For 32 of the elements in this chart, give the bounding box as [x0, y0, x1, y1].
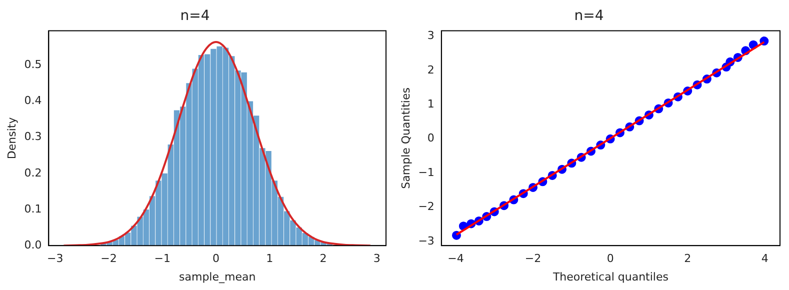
x-axis-title: Theoretical quantiles	[552, 270, 669, 284]
y-axis-title: Density	[5, 116, 18, 160]
x-tick-label: −2	[524, 252, 542, 266]
y-tick-label: 3	[427, 29, 434, 42]
x-tick-label: −4	[448, 252, 464, 266]
y-tick-label: 0.5	[24, 58, 42, 71]
y-axis-title: Sample Quantities	[399, 87, 412, 189]
y-tick-label: 0.4	[24, 94, 42, 108]
x-tick-label: 0	[606, 252, 614, 266]
line-series	[62, 40, 372, 246]
x-tick-label: −3	[47, 252, 64, 266]
y-tick-label: −2	[418, 200, 434, 214]
y-tick-label: 0	[427, 132, 434, 145]
x-tick-label: 1	[266, 252, 274, 266]
y-tick-label: −3	[418, 234, 434, 248]
x-tick-label: 0	[212, 252, 220, 266]
x-tick-label: 2	[684, 252, 692, 266]
x-tick-label: 2	[320, 252, 327, 266]
y-tick-label: 1	[427, 98, 434, 111]
y-tick-label: 0.3	[24, 130, 42, 144]
chart-title: n=4	[574, 8, 604, 24]
x-tick-label: −1	[154, 252, 170, 266]
x-axis-title: sample_mean	[178, 270, 256, 284]
x-tick-label: −2	[100, 252, 117, 266]
y-tick-label: −1	[418, 166, 434, 179]
y-tick-label: 0.0	[24, 238, 42, 252]
y-tick-label: 0.2	[24, 166, 42, 180]
y-tick-label: 2	[427, 63, 434, 76]
x-tick-label: 3	[373, 252, 380, 266]
y-tick-label: 0.1	[24, 202, 42, 216]
x-tick-label: 4	[761, 252, 768, 266]
chart-title: n=4	[180, 8, 210, 24]
